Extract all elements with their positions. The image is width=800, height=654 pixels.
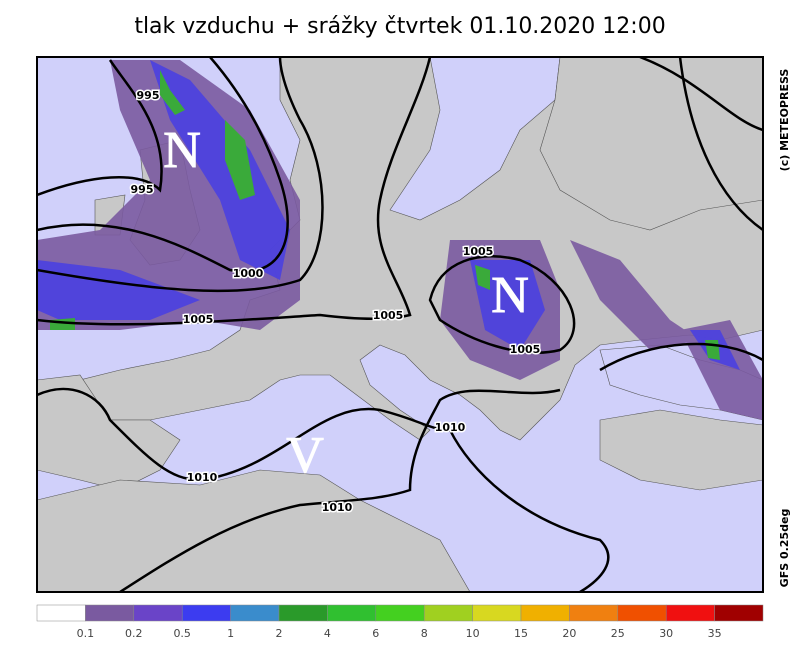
legend-label: 0.1 — [77, 627, 95, 640]
legend-label: 6 — [372, 627, 379, 640]
legend-label: 30 — [659, 627, 673, 640]
legend-swatch — [375, 604, 425, 622]
legend-swatch — [520, 604, 570, 622]
legend-label: 10 — [466, 627, 480, 640]
legend-label: 1 — [227, 627, 234, 640]
legend-swatch — [714, 604, 764, 622]
pressure-center: V — [286, 427, 324, 484]
legend-swatch — [665, 604, 715, 622]
legend-label: 4 — [324, 627, 331, 640]
isobar-label: 1005 — [183, 313, 214, 326]
iberia — [37, 374, 181, 491]
turkey — [599, 409, 763, 491]
legend-label: 35 — [708, 627, 722, 640]
legend-label: 20 — [562, 627, 576, 640]
legend-swatch — [36, 604, 86, 622]
legend-label: 0.2 — [125, 627, 143, 640]
isobar-label: 1005 — [373, 309, 404, 322]
map-title: tlak vzduchu + srážky čtvrtek 01.10.2020… — [134, 14, 665, 39]
isobar-label: 1010 — [435, 421, 466, 434]
legend-swatch — [472, 604, 522, 622]
legend-label: 2 — [276, 627, 283, 640]
isobar-label: 1005 — [510, 343, 541, 356]
isobar-label: 1000 — [233, 267, 264, 280]
legend-swatch — [230, 604, 280, 622]
isobar-label: 1010 — [187, 471, 218, 484]
legend-swatch — [423, 604, 473, 622]
legend-label: 8 — [421, 627, 428, 640]
pressure-center: N — [163, 122, 201, 179]
legend-swatch — [133, 604, 183, 622]
isobar-label: 995 — [131, 183, 154, 196]
legend-swatch — [181, 604, 231, 622]
map-labels: N N V 995 995 1000 1005 1005 1005 1005 1010 1010 101… — [129, 88, 542, 516]
isobars — [37, 57, 763, 592]
map-frame — [36, 56, 764, 593]
scandinavia — [539, 57, 763, 231]
isobar-label: 995 — [137, 89, 160, 102]
legend-label: 15 — [514, 627, 528, 640]
legend-swatch — [617, 604, 667, 622]
legend-swatch — [327, 604, 377, 622]
legend-swatch — [278, 604, 328, 622]
legend-swatch — [569, 604, 619, 622]
copyright-label: (c) METEOPRESS — [778, 69, 791, 172]
legend-swatch — [85, 604, 135, 622]
pressure-center: N — [491, 267, 529, 324]
precipitation-legend: 0.1 0.2 0.5 1 2 4 6 8 10 15 20 25 30 35 — [36, 604, 764, 640]
isobar-label: 1005 — [463, 245, 494, 258]
isobar-label: 1010 — [322, 501, 353, 514]
legend-label: 0.5 — [173, 627, 191, 640]
precipitation — [37, 60, 763, 420]
model-label: GFS 0.25deg — [778, 509, 791, 588]
legend-label: 25 — [611, 627, 625, 640]
map — [37, 57, 763, 592]
